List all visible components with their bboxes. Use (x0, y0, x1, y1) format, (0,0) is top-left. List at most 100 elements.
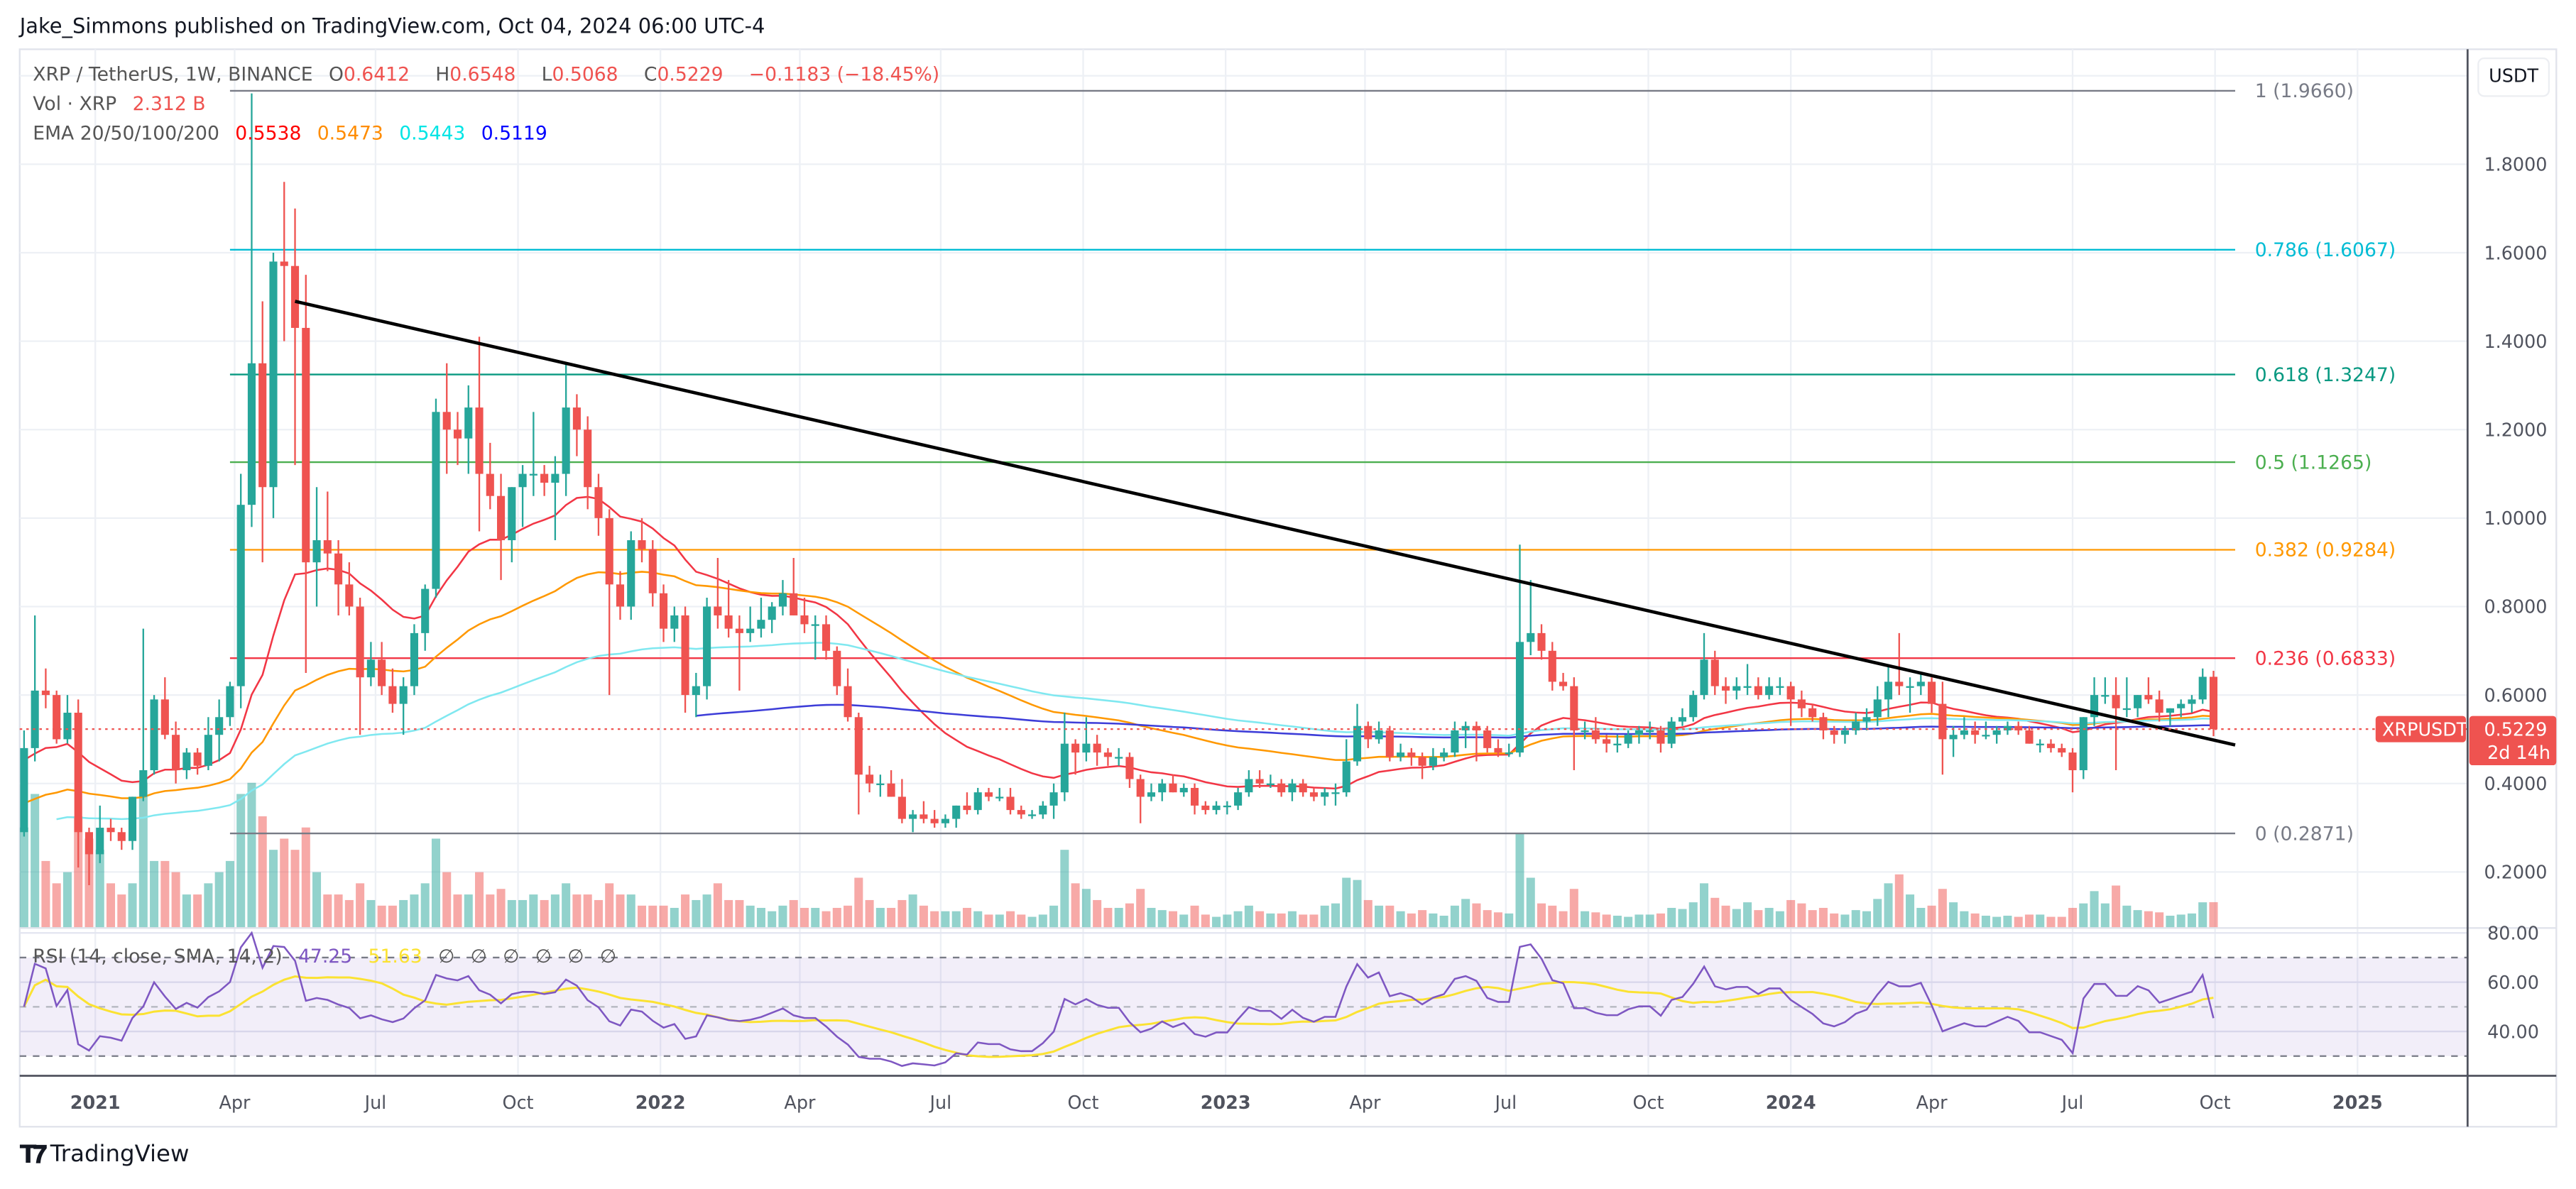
candle-body[interactable] (1147, 792, 1156, 797)
candle-body[interactable] (432, 412, 440, 589)
candle-body[interactable] (1440, 752, 1448, 757)
candle-body[interactable] (31, 690, 39, 748)
candle-body[interactable] (486, 473, 494, 496)
candle-body[interactable] (1179, 787, 1188, 793)
candle-body[interactable] (1418, 757, 1426, 766)
candle-body[interactable] (973, 792, 982, 811)
candle-body[interactable] (1624, 735, 1632, 744)
candle-body[interactable] (659, 593, 668, 629)
candle-body[interactable] (1570, 686, 1578, 730)
candle-body[interactable] (1657, 730, 1665, 744)
candle-body[interactable] (1906, 686, 1914, 688)
candle-body[interactable] (1765, 686, 1774, 696)
candle-body[interactable] (41, 690, 50, 696)
candle-body[interactable] (1277, 783, 1286, 793)
candle-body[interactable] (984, 792, 993, 797)
candle-body[interactable] (584, 429, 592, 488)
candle-body[interactable] (2014, 725, 2023, 730)
candle-body[interactable] (1949, 735, 1958, 740)
candle-body[interactable] (2101, 695, 2110, 697)
candle-body[interactable] (876, 783, 885, 786)
candle-body[interactable] (128, 796, 137, 841)
candle-body[interactable] (1342, 761, 1350, 793)
candle-body[interactable] (1603, 739, 1611, 744)
candle-body[interactable] (540, 473, 549, 483)
candle-body[interactable] (1483, 730, 1492, 748)
candle-body[interactable] (1255, 779, 1264, 784)
candle-body[interactable] (638, 540, 646, 549)
candle-body[interactable] (1212, 805, 1221, 811)
candle-body[interactable] (1776, 686, 1784, 688)
candle-body[interactable] (1527, 632, 1535, 642)
candle-body[interactable] (518, 473, 527, 488)
candle-body[interactable] (1223, 805, 1231, 808)
candle-body[interactable] (290, 265, 300, 328)
candle-body[interactable] (1397, 752, 1405, 757)
candle-body[interactable] (1992, 730, 2001, 735)
candle-body[interactable] (1375, 730, 1383, 740)
candle-body[interactable] (1884, 681, 1893, 700)
candle-body[interactable] (53, 695, 61, 740)
candle-body[interactable] (1190, 787, 1199, 806)
candle-body[interactable] (2079, 717, 2087, 771)
candle-body[interactable] (995, 796, 1004, 799)
currency-button[interactable]: USDT (2477, 57, 2550, 97)
candle-body[interactable] (2122, 708, 2131, 711)
candle-body[interactable] (1830, 730, 1838, 735)
candle-body[interactable] (1982, 735, 1990, 737)
candle-body[interactable] (1852, 721, 1860, 730)
candle-body[interactable] (2177, 703, 2185, 708)
candle-body[interactable] (724, 615, 733, 629)
candle-body[interactable] (692, 686, 700, 696)
candle-body[interactable] (670, 615, 679, 629)
candle-body[interactable] (2058, 747, 2066, 753)
candle-body[interactable] (1125, 757, 1134, 779)
candle-body[interactable] (627, 540, 635, 607)
candle-body[interactable] (323, 540, 332, 554)
candle-body[interactable] (1548, 650, 1556, 682)
trendline[interactable] (295, 300, 2236, 747)
candle-body[interactable] (1721, 686, 1730, 691)
candle-body[interactable] (1689, 695, 1698, 718)
candle-body[interactable] (1299, 783, 1307, 793)
candle-body[interactable] (952, 805, 961, 819)
candle-body[interactable] (1505, 752, 1513, 755)
candle-body[interactable] (1006, 796, 1015, 811)
candle-body[interactable] (757, 620, 765, 629)
candle-body[interactable] (778, 593, 787, 607)
candle-body[interactable] (1071, 743, 1080, 753)
candle-body[interactable] (1591, 730, 1600, 740)
candle-body[interactable] (1082, 743, 1091, 753)
candle-body[interactable] (1559, 681, 1568, 686)
candle-body[interactable] (822, 624, 831, 651)
candle-body[interactable] (20, 747, 28, 833)
candle-body[interactable] (2144, 695, 2153, 700)
candle-body[interactable] (1754, 686, 1762, 696)
candle-body[interactable] (1461, 725, 1470, 730)
candle-body[interactable] (453, 429, 462, 439)
candle-body[interactable] (378, 659, 386, 686)
candle-body[interactable] (594, 487, 603, 518)
candle-body[interactable] (1451, 730, 1459, 753)
candle-body[interactable] (1028, 814, 1037, 816)
candle-body[interactable] (790, 593, 798, 615)
candle-body[interactable] (366, 659, 375, 678)
candle-body[interactable] (1700, 659, 1708, 696)
candle-body[interactable] (768, 606, 776, 620)
candle-body[interactable] (930, 818, 939, 823)
candle-body[interactable] (388, 686, 397, 704)
candle-body[interactable] (497, 495, 506, 541)
candle-body[interactable] (1928, 681, 1936, 704)
candle-body[interactable] (204, 735, 212, 766)
candle-body[interactable] (1710, 659, 1719, 686)
candle-body[interactable] (464, 407, 473, 439)
candle-body[interactable] (844, 686, 852, 718)
candle-body[interactable] (2003, 725, 2012, 730)
candle-body[interactable] (1049, 792, 1058, 806)
candle-body[interactable] (1971, 730, 1980, 735)
candle-body[interactable] (1115, 757, 1123, 759)
candle-body[interactable] (562, 407, 570, 474)
candle-body[interactable] (345, 584, 354, 607)
candle-body[interactable] (421, 588, 430, 633)
